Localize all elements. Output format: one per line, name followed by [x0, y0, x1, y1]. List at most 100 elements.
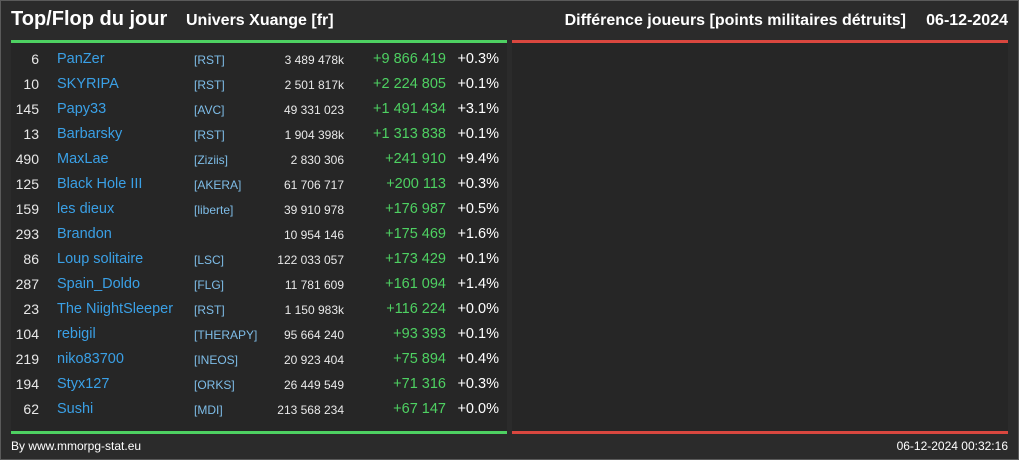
player-name-link[interactable]: PanZer: [57, 51, 105, 67]
player-row: 293 Brandon 10 954 146 +175 469 +1.6%: [11, 223, 507, 248]
flop-panel-bottom-line: [512, 431, 1008, 434]
player-total-points: 26 449 549: [283, 378, 344, 392]
player-points-pct: +0.3%: [457, 376, 499, 392]
player-row: 287 Spain_Doldo [FLG] 11 781 609 +161 094 +1.…: [11, 273, 507, 298]
player-total-points: 20 923 404: [283, 353, 344, 367]
player-points-diff: +1 313 838: [373, 126, 446, 142]
top-panel-bottom-line: [11, 431, 507, 434]
player-total-points: 49 331 023: [283, 103, 344, 117]
player-points-pct: +9.4%: [457, 151, 499, 167]
player-points-diff: +175 469: [385, 226, 446, 242]
player-row: 10 SKYRIPA [RST] 2 501 817k +2 224 805 +0.1%: [11, 73, 507, 98]
player-rank: 23: [23, 301, 39, 317]
player-rank: 10: [23, 76, 39, 92]
player-alliance-link[interactable]: [MDI]: [194, 403, 223, 417]
player-rank: 125: [15, 176, 39, 192]
player-alliance-link[interactable]: [FLG]: [194, 278, 225, 292]
player-points-diff: +116 224: [386, 301, 446, 317]
player-alliance-link[interactable]: [liberte]: [194, 203, 234, 217]
player-rank: 104: [15, 326, 39, 342]
player-row: 194 Styx127 [ORKS] 26 449 549 +71 316 +0.3%: [11, 373, 507, 398]
player-alliance-link[interactable]: [THERAPY]: [194, 328, 258, 342]
ranking-type-title: Différence joueurs [points militaires dé…: [564, 12, 906, 29]
player-total-points: 1 150 983k: [284, 303, 344, 317]
player-alliance-link[interactable]: [AVC]: [194, 103, 225, 117]
player-points-pct: +1.4%: [457, 276, 499, 292]
player-rank: 490: [15, 151, 39, 167]
player-alliance-link[interactable]: [INEOS]: [194, 353, 239, 367]
player-points-pct: +0.0%: [457, 301, 499, 317]
player-name-link[interactable]: Barbarsky: [57, 126, 123, 142]
player-alliance-link[interactable]: [ORKS]: [194, 378, 235, 392]
player-name-link[interactable]: SKYRIPA: [57, 76, 119, 92]
player-name-link[interactable]: MaxLae: [57, 151, 109, 167]
player-alliance-link[interactable]: [RST]: [194, 53, 225, 67]
player-rank: 287: [15, 276, 39, 292]
player-name-link[interactable]: les dieux: [57, 201, 115, 217]
player-points-pct: +0.1%: [457, 126, 499, 142]
player-name-link[interactable]: The NiightSleeper: [57, 301, 174, 317]
player-points-diff: +9 866 419: [373, 51, 446, 67]
player-name-link[interactable]: Loup solitaire: [57, 251, 144, 267]
player-name-link[interactable]: rebigil: [57, 326, 96, 342]
player-points-diff: +75 894: [393, 351, 446, 367]
universe-subtitle: Univers Xuange [fr]: [186, 12, 334, 29]
player-rank: 13: [23, 126, 39, 142]
flop-panel: [512, 43, 1008, 431]
player-name-link[interactable]: Black Hole III: [57, 176, 143, 192]
player-rank: 219: [15, 351, 39, 367]
player-points-pct: +0.0%: [457, 401, 499, 417]
player-total-points: 3 489 478k: [284, 53, 344, 67]
player-name-link[interactable]: Styx127: [57, 376, 110, 392]
player-points-diff: +2 224 805: [373, 76, 446, 92]
player-points-diff: +173 429: [385, 251, 446, 267]
player-total-points: 10 954 146: [283, 228, 344, 242]
player-row: 6 PanZer [RST] 3 489 478k +9 866 419 +0.3%: [11, 48, 507, 73]
player-points-pct: +0.3%: [457, 51, 499, 67]
player-total-points: 122 033 057: [277, 253, 344, 267]
player-alliance-link[interactable]: [AKERA]: [194, 178, 242, 192]
player-points-diff: +200 113: [386, 176, 446, 192]
page-title: Top/Flop du jour: [11, 8, 168, 30]
player-row: 219 niko83700 [INEOS] 20 923 404 +75 894 +0.4…: [11, 348, 507, 373]
player-rank: 293: [15, 226, 39, 242]
player-alliance-link[interactable]: [RST]: [194, 303, 225, 317]
player-row: 23 The NiightSleeper [RST] 1 150 983k +116 2…: [11, 298, 507, 323]
top-panel-accent-line: [11, 40, 507, 43]
player-row: 13 Barbarsky [RST] 1 904 398k +1 313 838 +0.1…: [11, 123, 507, 148]
player-points-diff: +1 491 434: [373, 101, 446, 117]
player-points-diff: +67 147: [393, 401, 446, 417]
player-alliance-link[interactable]: [RST]: [194, 78, 225, 92]
top-panel: [11, 43, 507, 431]
player-total-points: 213 568 234: [277, 403, 344, 417]
player-rank: 194: [15, 376, 39, 392]
player-points-pct: +0.3%: [457, 176, 499, 192]
player-rank: 145: [15, 101, 39, 117]
top-players-list: 6 PanZer [RST] 3 489 478k +9 866 419 +0.3% 10 S…: [11, 48, 507, 423]
player-points-diff: +176 987: [385, 201, 446, 217]
player-rank: 6: [31, 51, 39, 67]
player-alliance-link[interactable]: [Ziziis]: [194, 153, 228, 167]
player-total-points: 95 664 240: [283, 328, 344, 342]
player-row: 490 MaxLae [Ziziis] 2 830 306 +241 910 +9.4%: [11, 148, 507, 173]
player-name-link[interactable]: Papy33: [57, 101, 107, 117]
flop-panel-accent-line: [512, 40, 1008, 43]
player-name-link[interactable]: niko83700: [57, 351, 124, 367]
player-points-pct: +0.1%: [457, 251, 499, 267]
player-points-diff: +241 910: [385, 151, 446, 167]
player-row: 104 rebigil [THERAPY] 95 664 240 +93 393 +0.1…: [11, 323, 507, 348]
player-points-pct: +1.6%: [457, 226, 499, 242]
player-total-points: 2 830 306: [290, 153, 344, 167]
player-name-link[interactable]: Spain_Doldo: [57, 276, 141, 292]
player-points-pct: +0.5%: [457, 201, 499, 217]
player-name-link[interactable]: Brandon: [57, 226, 112, 242]
footer-timestamp: 06-12-2024 00:32:16: [896, 439, 1008, 453]
player-alliance-link[interactable]: [LSC]: [194, 253, 225, 267]
player-row: 159 les dieux [liberte] 39 910 978 +176 987 +…: [11, 198, 507, 223]
player-name-link[interactable]: Sushi: [57, 401, 94, 417]
player-row: 62 Sushi [MDI] 213 568 234 +67 147 +0.0%: [11, 398, 507, 423]
player-alliance-link[interactable]: [RST]: [194, 128, 225, 142]
player-rank: 86: [23, 251, 39, 267]
player-rank: 62: [23, 401, 39, 417]
player-points-pct: +0.4%: [457, 351, 499, 367]
